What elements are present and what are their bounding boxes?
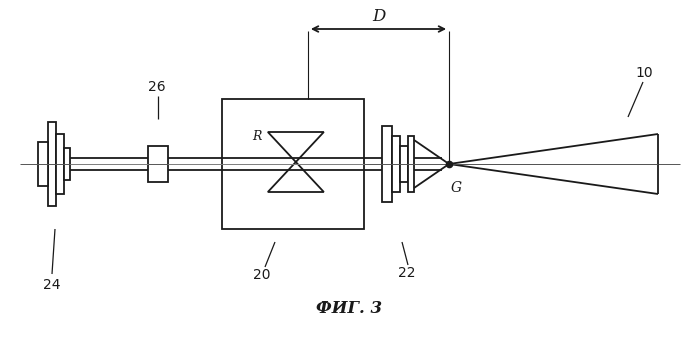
Bar bbox=[400, 146, 408, 182]
Text: 10: 10 bbox=[635, 66, 653, 80]
Text: 22: 22 bbox=[398, 266, 415, 280]
Text: 20: 20 bbox=[253, 268, 271, 282]
Bar bbox=[148, 146, 168, 182]
Text: R: R bbox=[252, 130, 261, 143]
Bar bbox=[408, 136, 414, 192]
Bar bbox=[64, 148, 70, 180]
Text: 24: 24 bbox=[43, 278, 61, 292]
Bar bbox=[382, 126, 392, 202]
Bar bbox=[392, 136, 400, 192]
Text: ФИГ. 3: ФИГ. 3 bbox=[316, 300, 382, 317]
Text: 26: 26 bbox=[148, 80, 165, 94]
Bar bbox=[222, 99, 364, 229]
Bar bbox=[38, 142, 48, 186]
Text: G: G bbox=[451, 181, 462, 195]
Bar bbox=[48, 122, 56, 206]
Text: D: D bbox=[372, 8, 385, 25]
Bar bbox=[56, 134, 64, 194]
